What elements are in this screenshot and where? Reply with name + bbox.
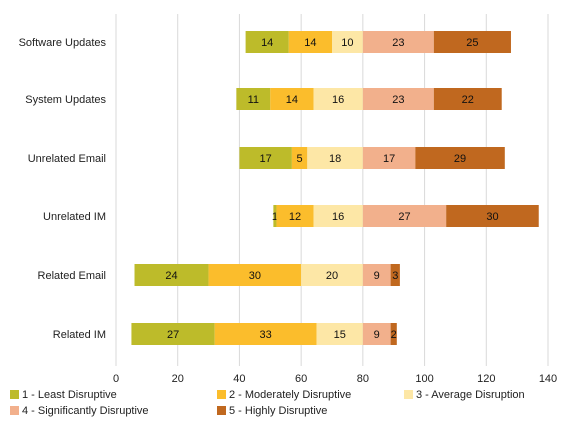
data-label: 17 bbox=[383, 153, 395, 165]
category-label: System Updates bbox=[25, 94, 106, 106]
x-axis-tick-labels: 0 20 40 60 80 100 120 140 bbox=[113, 373, 557, 385]
bar-segment bbox=[362, 147, 416, 169]
legend-swatch bbox=[10, 406, 19, 415]
legend-label: 1 - Least Disruptive bbox=[22, 389, 117, 401]
bar-segment bbox=[208, 264, 302, 286]
legend-label: 2 - Moderately Disruptive bbox=[229, 389, 351, 401]
gridlines bbox=[115, 14, 549, 366]
bar-segment bbox=[134, 264, 209, 286]
legend-label: 5 - Highly Disruptive bbox=[229, 405, 327, 417]
bar-segment bbox=[316, 323, 363, 345]
category-label: Related Email bbox=[38, 270, 106, 282]
bar-segment bbox=[273, 205, 277, 227]
data-label: 33 bbox=[260, 329, 272, 341]
data-label: 15 bbox=[334, 329, 346, 341]
x-tick-label: 80 bbox=[357, 373, 369, 385]
data-label: 5 bbox=[297, 153, 303, 165]
data-label: 27 bbox=[398, 211, 410, 223]
data-label: 11 bbox=[248, 94, 259, 106]
bar-segment bbox=[236, 88, 271, 110]
bar-segment bbox=[332, 31, 363, 53]
legend-label: 4 - Significantly Disruptive bbox=[22, 405, 149, 417]
data-label: 14 bbox=[304, 37, 316, 49]
bar-segment bbox=[270, 88, 314, 110]
legend-swatch bbox=[217, 406, 226, 415]
data-label: 3 bbox=[392, 270, 398, 282]
bar-segment bbox=[362, 264, 391, 286]
data-label: 12 bbox=[289, 211, 301, 223]
data-label: 14 bbox=[286, 94, 298, 106]
legend-swatch bbox=[10, 390, 19, 399]
bar-segment bbox=[446, 205, 539, 227]
data-label: 9 bbox=[374, 270, 380, 282]
x-tick-label: 60 bbox=[295, 373, 307, 385]
bar-segment bbox=[214, 323, 317, 345]
data-label: 18 bbox=[329, 153, 341, 165]
data-label: 24 bbox=[165, 270, 177, 282]
data-label: 27 bbox=[167, 329, 179, 341]
data-label: 23 bbox=[392, 94, 404, 106]
bar-segment bbox=[239, 147, 292, 169]
data-label: 30 bbox=[486, 211, 498, 223]
category-label: Unrelated Email bbox=[28, 153, 106, 165]
bar-segment bbox=[291, 147, 308, 169]
bar-segment bbox=[313, 205, 363, 227]
bar-segment bbox=[313, 88, 363, 110]
legend: 1 - Least Disruptive 2 - Moderately Disru… bbox=[10, 389, 525, 417]
category-label: Software Updates bbox=[19, 37, 107, 49]
data-label: 10 bbox=[341, 37, 353, 49]
bar-segment bbox=[245, 31, 289, 53]
bar-segment bbox=[131, 323, 215, 345]
category-label: Unrelated IM bbox=[43, 211, 106, 223]
data-label: 29 bbox=[454, 153, 466, 165]
data-label: 17 bbox=[260, 153, 272, 165]
bar-segment bbox=[288, 31, 332, 53]
x-tick-label: 100 bbox=[415, 373, 433, 385]
bar-segment bbox=[433, 88, 502, 110]
x-tick-label: 0 bbox=[113, 373, 119, 385]
bar-segment bbox=[362, 205, 447, 227]
data-label: 25 bbox=[466, 37, 478, 49]
data-label: 16 bbox=[332, 94, 344, 106]
legend-swatch bbox=[404, 390, 413, 399]
bar-segment bbox=[433, 31, 511, 53]
data-label: 14 bbox=[261, 37, 273, 49]
data-label: 2 bbox=[391, 329, 397, 341]
x-tick-label: 40 bbox=[233, 373, 245, 385]
category-labels: Software Updates System Updates Unrelated … bbox=[19, 37, 107, 341]
data-label: 22 bbox=[462, 94, 474, 106]
bar-segment bbox=[362, 31, 434, 53]
data-label: 30 bbox=[249, 270, 261, 282]
bar-segment bbox=[307, 147, 363, 169]
bar-segment bbox=[362, 88, 434, 110]
bar-segment bbox=[362, 323, 391, 345]
data-label: 16 bbox=[332, 211, 344, 223]
legend-label: 3 - Average Disruption bbox=[416, 389, 525, 401]
x-tick-label: 140 bbox=[539, 373, 557, 385]
bar-segment bbox=[301, 264, 363, 286]
x-tick-label: 120 bbox=[477, 373, 495, 385]
data-label: 23 bbox=[392, 37, 404, 49]
bar-segment bbox=[415, 147, 505, 169]
legend-swatch bbox=[217, 390, 226, 399]
bar-segment bbox=[390, 323, 397, 345]
data-label: 1 bbox=[272, 211, 278, 223]
x-tick-label: 20 bbox=[172, 373, 184, 385]
bar-segment bbox=[276, 205, 314, 227]
bar-segment bbox=[390, 264, 400, 286]
data-label: 20 bbox=[326, 270, 338, 282]
category-label: Related IM bbox=[53, 329, 106, 341]
data-label: 9 bbox=[374, 329, 380, 341]
